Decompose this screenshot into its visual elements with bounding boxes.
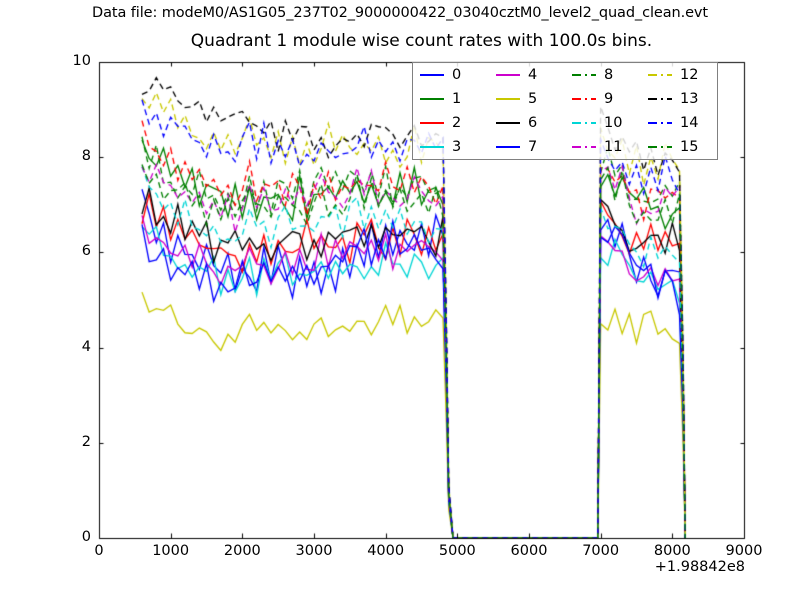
legend-item-11[interactable]: 11 <box>565 135 641 159</box>
y-tick-label: 4 <box>81 338 91 355</box>
legend-label: 9 <box>604 90 614 107</box>
legend-item-10[interactable]: 10 <box>565 111 641 135</box>
legend-item-8[interactable]: 8 <box>565 63 641 87</box>
legend-item-2[interactable]: 2 <box>413 111 489 135</box>
x-tick-label: 5000 <box>438 543 476 559</box>
legend-line-swatch-icon <box>419 70 445 80</box>
legend-label: 14 <box>680 114 699 131</box>
y-tick-label: 2 <box>81 433 91 450</box>
legend-item-6[interactable]: 6 <box>489 111 565 135</box>
legend-label: 2 <box>452 114 462 131</box>
legend-label: 6 <box>528 114 538 131</box>
x-tick-label: 3000 <box>295 543 333 559</box>
legend-line-swatch-icon <box>419 142 445 152</box>
legend-line-swatch-icon <box>495 142 521 152</box>
x-tick-label: 8000 <box>653 543 691 559</box>
legend-item-3[interactable]: 3 <box>413 135 489 159</box>
legend-label: 12 <box>680 66 699 83</box>
legend-line-swatch-icon <box>571 118 597 128</box>
x-axis-offset-label: +1.98842e8 <box>654 559 745 575</box>
legend-line-swatch-icon <box>571 142 597 152</box>
legend-line-swatch-icon <box>571 94 597 104</box>
y-tick-label: 8 <box>81 148 91 165</box>
x-tick-label: 6000 <box>510 543 548 559</box>
chart-legend[interactable]: 0 4 8 12 1 5 9 13 2 6 10 14 3 7 11 15 <box>412 62 718 160</box>
chart-title: Quadrant 1 module wise count rates with … <box>190 31 653 51</box>
y-tick-label: 10 <box>72 53 91 69</box>
legend-item-14[interactable]: 14 <box>641 111 717 135</box>
legend-line-swatch-icon <box>647 142 673 152</box>
legend-label: 3 <box>452 138 462 155</box>
x-tick-label: 4000 <box>367 543 405 559</box>
legend-line-swatch-icon <box>419 118 445 128</box>
legend-item-1[interactable]: 1 <box>413 87 489 111</box>
legend-item-9[interactable]: 9 <box>565 87 641 111</box>
legend-label: 10 <box>604 114 623 131</box>
legend-line-swatch-icon <box>419 94 445 104</box>
legend-label: 4 <box>528 66 538 83</box>
x-tick-label: 2000 <box>223 543 261 559</box>
x-tick-label: 1000 <box>152 543 190 559</box>
legend-item-7[interactable]: 7 <box>489 135 565 159</box>
y-tick-label: 0 <box>81 529 91 545</box>
legend-label: 11 <box>604 138 623 155</box>
legend-line-swatch-icon <box>571 70 597 80</box>
legend-entry-grid: 0 4 8 12 1 5 9 13 2 6 10 14 3 7 11 15 <box>413 63 717 159</box>
legend-label: 7 <box>528 138 538 155</box>
legend-label: 5 <box>528 90 538 107</box>
legend-line-swatch-icon <box>495 118 521 128</box>
x-tick-label: 7000 <box>582 543 620 559</box>
legend-line-swatch-icon <box>495 94 521 104</box>
x-tick-label: 0 <box>94 543 104 559</box>
legend-line-swatch-icon <box>647 118 673 128</box>
legend-label: 15 <box>680 138 699 155</box>
legend-label: 0 <box>452 66 462 83</box>
legend-label: 8 <box>604 66 614 83</box>
legend-item-13[interactable]: 13 <box>641 87 717 111</box>
legend-item-15[interactable]: 15 <box>641 135 717 159</box>
legend-label: 1 <box>452 90 462 107</box>
legend-item-12[interactable]: 12 <box>641 63 717 87</box>
legend-line-swatch-icon <box>647 70 673 80</box>
legend-label: 13 <box>680 90 699 107</box>
legend-line-swatch-icon <box>495 70 521 80</box>
y-tick-label: 6 <box>81 243 91 260</box>
x-tick-label: 9000 <box>725 543 763 559</box>
legend-item-4[interactable]: 4 <box>489 63 565 87</box>
legend-item-0[interactable]: 0 <box>413 63 489 87</box>
legend-line-swatch-icon <box>647 94 673 104</box>
legend-item-5[interactable]: 5 <box>489 87 565 111</box>
